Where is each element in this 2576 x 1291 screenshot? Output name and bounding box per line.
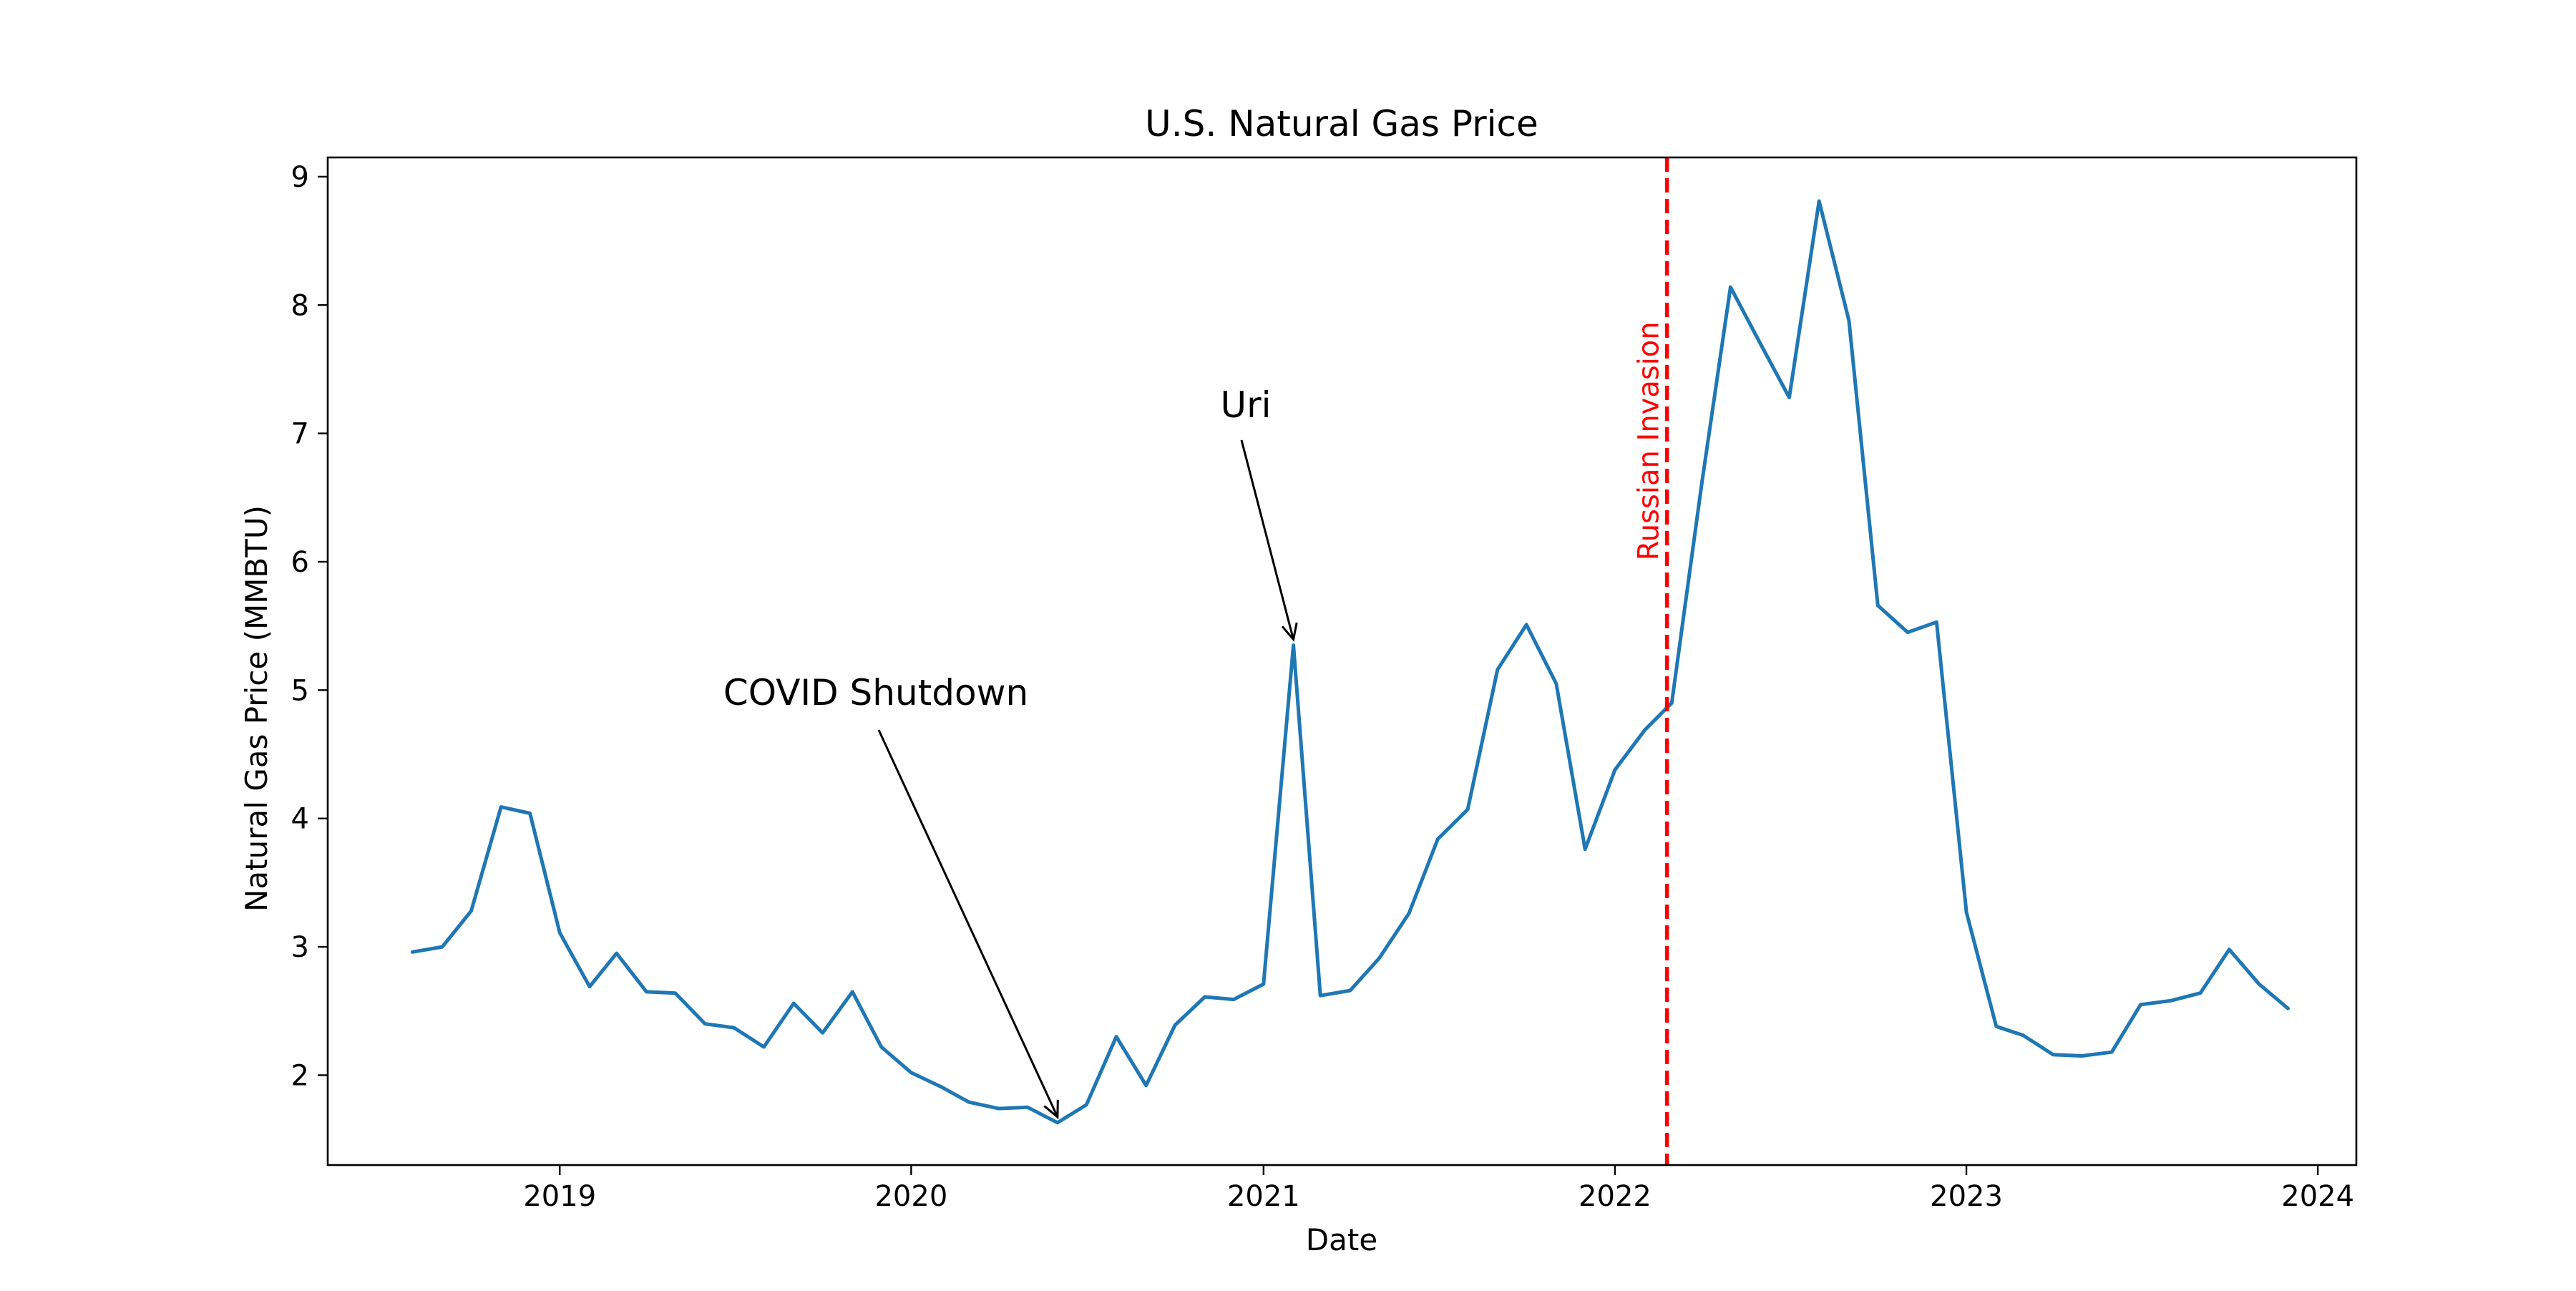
plot-data: Russian Invasion	[410, 157, 2290, 1165]
x-tick-label: 2022	[1579, 1180, 1652, 1213]
y-tick-label: 4	[291, 803, 309, 836]
plot-frame	[326, 156, 2358, 1166]
x-tick-label: 2019	[523, 1180, 596, 1213]
covid-annotation-label: COVID Shutdown	[723, 672, 1028, 713]
annotation-arrow-head	[1043, 1099, 1059, 1119]
annotations: COVID Shutdown Uri	[723, 384, 1298, 1119]
x-tick-label: 2024	[2281, 1180, 2354, 1213]
annotation-arrow-shaft	[1240, 439, 1295, 640]
chart-title: U.S. Natural Gas Price	[1145, 103, 1538, 145]
x-tick-label: 2021	[1227, 1180, 1300, 1213]
axis-ticks: 2019 2020 2021 2022 2023 2024 2 3 4 5 6 7 8 9	[291, 161, 2355, 1213]
price-line	[410, 199, 2290, 1125]
y-tick-label: 3	[291, 931, 309, 964]
annotation-arrow-head	[1281, 622, 1298, 642]
russian-invasion-label: Russian Invasion	[1633, 321, 1666, 560]
uri-annotation-label: Uri	[1220, 384, 1271, 426]
x-tick-label: 2023	[1930, 1180, 2003, 1213]
y-tick-label: 2	[291, 1059, 309, 1092]
x-tick-label: 2020	[874, 1180, 947, 1213]
y-tick-label: 6	[291, 546, 309, 579]
x-axis-label: Date	[1306, 1222, 1377, 1257]
y-tick-label: 5	[291, 674, 309, 707]
y-tick-label: 9	[291, 161, 309, 194]
y-axis-label: Natural Gas Price (MMBTU)	[239, 505, 274, 912]
y-tick-label: 8	[291, 289, 309, 322]
annotation-arrow-shaft	[877, 729, 1059, 1118]
y-tick-label: 7	[291, 418, 309, 451]
